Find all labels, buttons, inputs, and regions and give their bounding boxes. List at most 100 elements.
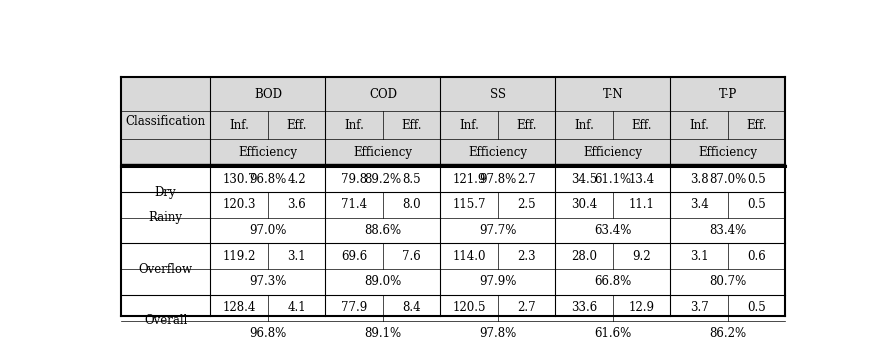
Bar [613,166,670,192]
Text: 2.3: 2.3 [517,250,536,263]
Bar [210,111,325,139]
Text: 2.7: 2.7 [517,301,536,314]
Text: 0.5: 0.5 [747,301,766,314]
Text: 120.5: 120.5 [453,301,486,314]
Text: Efficiency: Efficiency [469,146,528,159]
Bar [555,269,670,295]
Text: Overall: Overall [144,314,187,327]
Text: T-P: T-P [719,87,737,100]
Bar [325,77,440,111]
Bar [613,192,670,218]
Bar [613,111,670,139]
Text: 89.1%: 89.1% [364,327,401,340]
Text: 119.2: 119.2 [223,250,256,263]
Text: 3.7: 3.7 [690,301,708,314]
Text: Efficiency: Efficiency [239,146,298,159]
Text: 4.2: 4.2 [287,173,306,186]
Text: 96.8%: 96.8% [249,173,286,186]
Text: 9.2: 9.2 [632,250,651,263]
Text: T-N: T-N [603,87,623,100]
Text: Inf.: Inf. [344,118,364,132]
Text: Rainy: Rainy [149,211,183,224]
Bar [121,166,210,218]
Bar [268,166,325,192]
Bar [325,269,440,295]
Bar [613,243,670,269]
Bar [670,77,785,111]
Text: 89.0%: 89.0% [364,275,401,288]
Text: 8.4: 8.4 [402,301,421,314]
Bar [728,243,785,269]
Bar [210,295,268,321]
Bar [670,139,785,166]
Bar [670,192,728,218]
Bar [210,77,325,111]
Bar [383,243,440,269]
Bar [210,243,268,269]
Text: 0.6: 0.6 [747,250,766,263]
Text: 97.9%: 97.9% [479,275,516,288]
Text: Eff.: Eff. [631,118,652,132]
Text: 13.4: 13.4 [629,173,655,186]
Bar [210,166,268,192]
Text: 97.0%: 97.0% [249,224,286,237]
Text: 83.4%: 83.4% [709,224,746,237]
Bar [670,111,785,139]
Bar [325,166,440,192]
Bar [440,139,555,166]
Text: SS: SS [490,87,506,100]
Text: 71.4: 71.4 [341,198,367,212]
Text: 28.0: 28.0 [571,250,597,263]
Bar [440,166,498,192]
Bar [670,243,728,269]
Text: 87.0%: 87.0% [709,173,746,186]
Bar [555,295,613,321]
Bar [670,166,785,192]
Bar [210,269,325,295]
Bar [555,139,670,166]
Bar [440,166,555,192]
Bar [325,243,383,269]
Bar [555,218,670,243]
Bar [325,166,383,192]
Bar [210,139,325,166]
Text: 97.8%: 97.8% [479,327,516,340]
Text: Eff.: Eff. [516,118,537,132]
Text: 61.1%: 61.1% [594,173,631,186]
Text: Classification: Classification [126,115,206,128]
Bar [670,295,728,321]
Bar [325,218,440,243]
Bar [498,166,555,192]
Text: Inf.: Inf. [229,118,249,132]
Bar [555,321,670,346]
Text: 86.2%: 86.2% [709,327,746,340]
Bar [210,166,325,192]
Text: Overflow: Overflow [139,262,193,275]
Text: 79.8: 79.8 [341,173,367,186]
Text: COD: COD [369,87,397,100]
Text: 66.8%: 66.8% [594,275,631,288]
Bar [325,192,383,218]
Text: 63.4%: 63.4% [594,224,631,237]
Text: 33.6: 33.6 [571,301,598,314]
Bar [325,139,440,166]
Text: Eff.: Eff. [401,118,422,132]
Bar [440,243,498,269]
Bar [555,166,670,192]
Bar [383,166,440,192]
Bar [555,77,670,111]
Bar [383,295,440,321]
Text: 30.4: 30.4 [571,198,598,212]
Text: 97.3%: 97.3% [249,275,286,288]
Bar [498,111,555,139]
Text: 2.7: 2.7 [517,173,536,186]
Text: 114.0: 114.0 [453,250,486,263]
Text: 8.0: 8.0 [402,198,421,212]
Text: 34.5: 34.5 [571,173,598,186]
Text: Eff.: Eff. [286,118,307,132]
Text: 69.6: 69.6 [341,250,368,263]
Bar [268,295,325,321]
Text: 61.6%: 61.6% [594,327,631,340]
Text: 115.7: 115.7 [453,198,486,212]
Bar [728,295,785,321]
